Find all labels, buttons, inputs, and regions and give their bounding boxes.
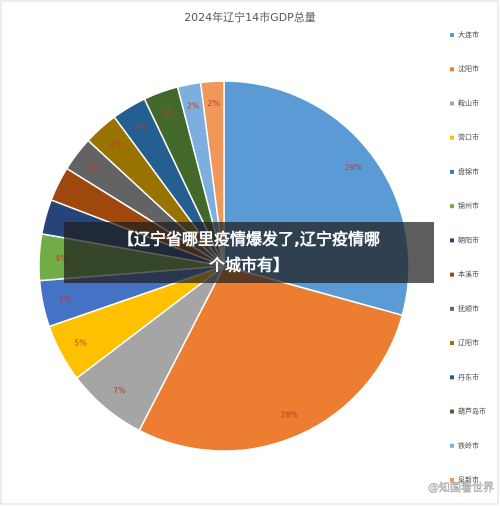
headline-banner bbox=[64, 222, 434, 283]
value-label: 29% bbox=[345, 163, 363, 172]
value-label: 3% bbox=[162, 109, 175, 118]
legend-swatch bbox=[450, 341, 454, 346]
legend-swatch bbox=[450, 478, 454, 482]
legend-label: 大连市 bbox=[458, 30, 479, 39]
legend-label: 朝阳市 bbox=[458, 235, 479, 244]
legend-label: 鞍山市 bbox=[458, 98, 479, 107]
value-label: 3% bbox=[134, 122, 147, 131]
legend-label: 抚顺市 bbox=[458, 304, 479, 313]
value-label: 7% bbox=[113, 386, 126, 395]
pie-slice bbox=[199, 80, 225, 267]
legend-label: 阜新市 bbox=[458, 475, 479, 484]
legend-swatch bbox=[450, 204, 454, 209]
chart-title: 2024年辽宁14市GDP总量 bbox=[184, 10, 316, 24]
value-label: 3% bbox=[109, 140, 122, 149]
legend-label: 丹东市 bbox=[458, 372, 479, 381]
legend-label: 本溪市 bbox=[458, 270, 479, 279]
legend: 大连市沈阳市鞍山市营口市盘锦市锦州市朝阳市本溪市抚顺市辽阳市丹东市葫芦岛市铁岭市… bbox=[450, 30, 486, 484]
headline-line-2: 个城市有】 bbox=[208, 256, 289, 275]
legend-swatch bbox=[450, 272, 454, 277]
legend-label: 锦州市 bbox=[458, 201, 479, 210]
legend-swatch bbox=[450, 169, 454, 174]
value-label: 4% bbox=[88, 163, 101, 172]
legend-swatch bbox=[450, 409, 454, 414]
legend-label: 盘锦市 bbox=[458, 167, 479, 176]
legend-label: 辽阳市 bbox=[458, 338, 479, 347]
legend-label: 沈阳市 bbox=[458, 64, 479, 73]
headline-line-1: 【辽宁省哪里疫情爆发了,辽宁疫情哪 bbox=[118, 230, 380, 249]
legend-swatch bbox=[450, 375, 454, 380]
value-label: 2% bbox=[187, 102, 200, 111]
legend-label: 营口市 bbox=[458, 133, 479, 142]
legend-swatch bbox=[450, 67, 454, 72]
legend-label: 葫芦岛市 bbox=[458, 407, 486, 416]
legend-swatch bbox=[450, 306, 454, 311]
value-label: 3% bbox=[72, 189, 85, 198]
pie-slice bbox=[138, 265, 404, 452]
legend-label: 铁岭市 bbox=[458, 441, 479, 450]
value-label: 4% bbox=[55, 254, 68, 263]
value-label: 4% bbox=[58, 295, 71, 304]
value-label: 28% bbox=[280, 411, 298, 420]
legend-swatch bbox=[450, 33, 454, 37]
legend-swatch bbox=[450, 101, 454, 106]
watermark: @知国看世界 bbox=[428, 480, 494, 494]
value-label: 5% bbox=[74, 338, 87, 347]
legend-swatch bbox=[450, 135, 454, 140]
value-label: 2% bbox=[207, 99, 220, 108]
legend-swatch bbox=[450, 238, 454, 243]
legend-swatch bbox=[450, 443, 454, 448]
